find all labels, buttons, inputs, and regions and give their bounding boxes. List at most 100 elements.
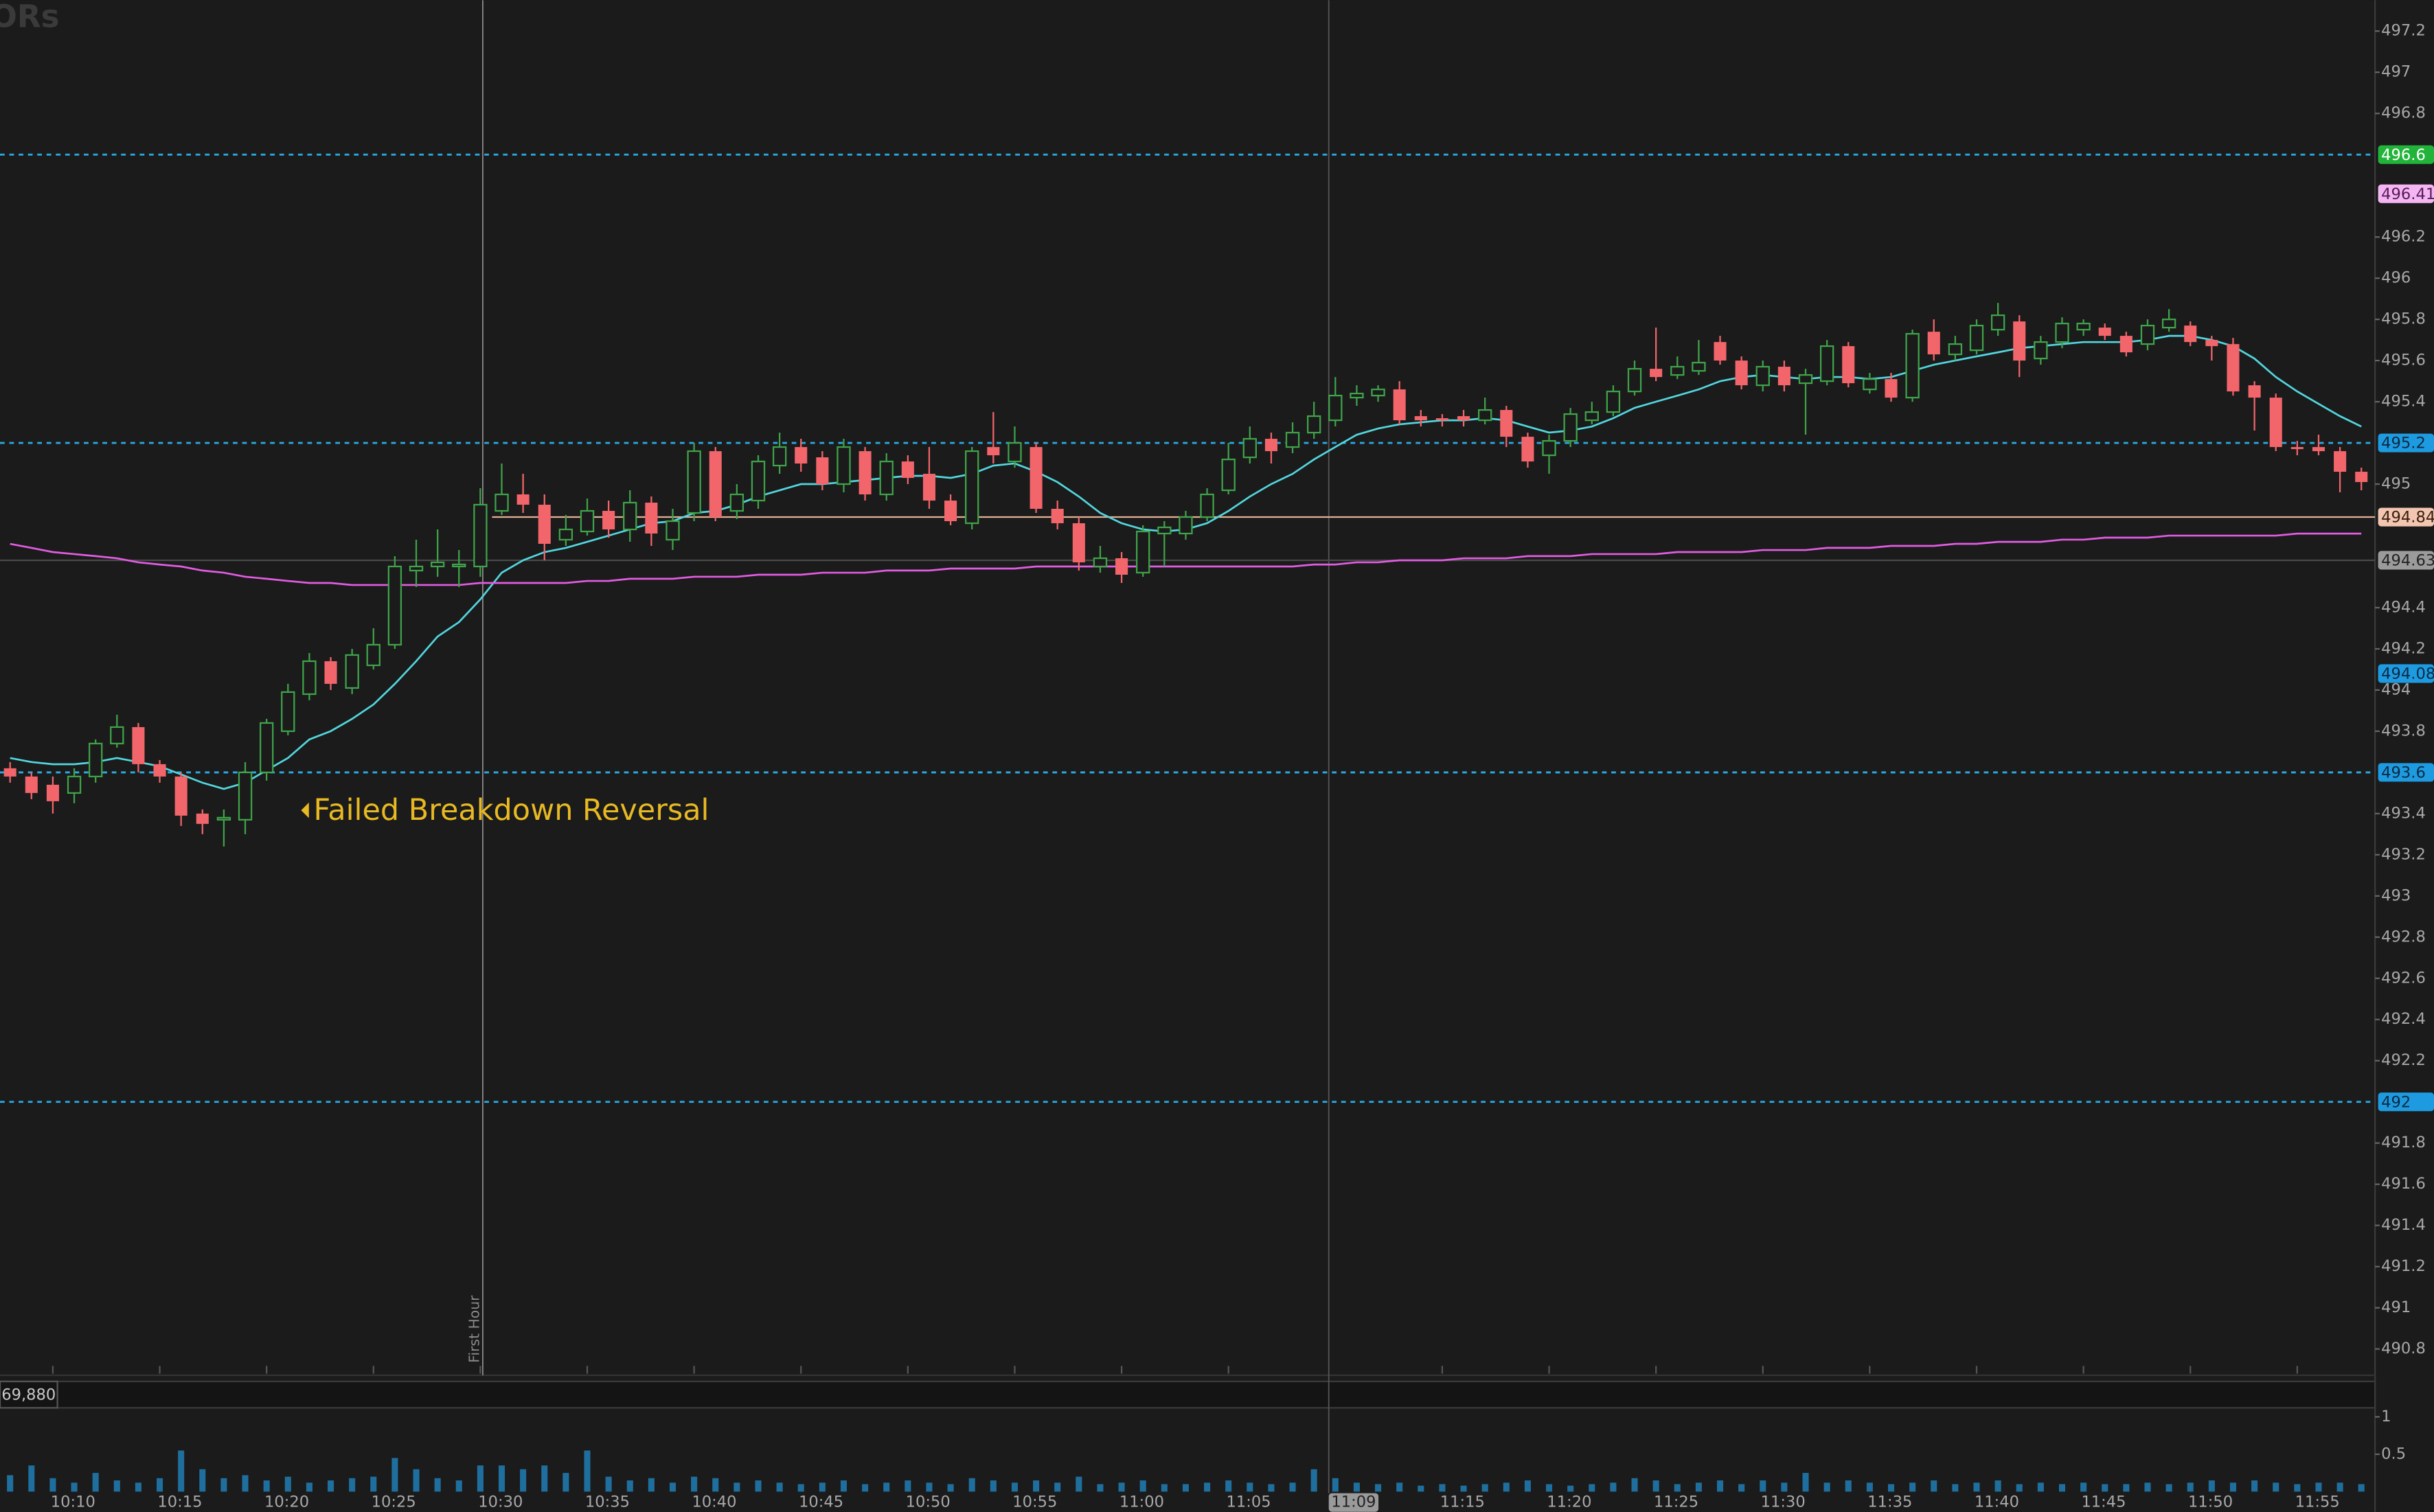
volume-bar (1054, 1482, 1061, 1492)
x-tick-label: 10:30 (478, 1493, 523, 1511)
volume-bar (669, 1482, 676, 1492)
candle-body (387, 565, 402, 646)
candle-body (302, 660, 317, 696)
candle-body (1905, 332, 1920, 399)
candle-body (2227, 344, 2240, 392)
candle-body (366, 643, 380, 667)
y-tick-label: 491.8 (2381, 1134, 2426, 1152)
candle-body (473, 503, 488, 568)
candle-body (623, 501, 637, 531)
volume-bar (1845, 1480, 1852, 1492)
candle-body (1692, 361, 1706, 372)
volume-header-value: 69,880 (1, 1386, 56, 1404)
x-tick-label: 10:50 (906, 1493, 951, 1511)
candle-body (709, 451, 722, 518)
price-badge (2378, 551, 2434, 570)
volume-bar (1781, 1482, 1788, 1492)
volume-bar (1695, 1482, 1702, 1492)
volume-bar (819, 1482, 826, 1492)
y-tick-label: 492.2 (2381, 1051, 2426, 1069)
candle-body (1735, 360, 1748, 386)
candle-body (1307, 415, 1321, 434)
x-tick-label: 11:55 (2295, 1493, 2340, 1511)
volume-bar (541, 1465, 548, 1492)
price-badge-label: 494.84 (2381, 509, 2434, 527)
y-tick-label: 495 (2381, 475, 2411, 493)
volume-bar (49, 1478, 56, 1492)
volume-bar (2294, 1484, 2301, 1492)
y-tick-label: 496.8 (2381, 104, 2426, 122)
price-badge (2378, 763, 2434, 782)
volume-bar (2123, 1484, 2130, 1492)
volume-bar (413, 1469, 420, 1492)
y-tick-label: 494 (2381, 680, 2411, 698)
candle-body (174, 776, 187, 816)
y-tick-label: 494.4 (2381, 598, 2426, 616)
candle-body (1627, 367, 1642, 393)
y-tick-label: 494.2 (2381, 639, 2426, 657)
volume-bar (2102, 1484, 2108, 1492)
candle-body (1521, 437, 1534, 462)
volume-bar (1952, 1484, 1959, 1492)
candle-body (901, 461, 914, 479)
volume-bar (242, 1475, 249, 1492)
candle-body (1777, 367, 1790, 386)
volume-bar (1802, 1473, 1809, 1492)
price-badge (2378, 507, 2434, 527)
volume-bar (626, 1480, 633, 1492)
candle-body (25, 776, 38, 793)
volume-bar (499, 1465, 505, 1492)
price-badge (2378, 1092, 2434, 1112)
volume-bar (370, 1476, 377, 1492)
candle-body (837, 446, 851, 485)
price-badge (2378, 184, 2434, 203)
y-tick-label: 492.8 (2381, 928, 2426, 946)
candle-body (1584, 411, 1599, 422)
volume-bar (391, 1458, 398, 1492)
price-badge-label: 492 (2381, 1093, 2411, 1111)
candle-body (2119, 336, 2132, 353)
candle-body (687, 450, 701, 514)
x-tick-label: 10:10 (51, 1493, 95, 1511)
candle-body (1051, 509, 1064, 524)
candle-body (430, 561, 445, 568)
volume-bar (2273, 1482, 2279, 1492)
y-tick-label: 496 (2381, 269, 2411, 287)
y-tick-label: 491.4 (2381, 1216, 2426, 1234)
candle-body (965, 450, 979, 525)
x-tick-label: 11:00 (1119, 1493, 1164, 1511)
volume-bar (2037, 1482, 2044, 1492)
candle-body (1650, 369, 1663, 378)
candle-body (516, 494, 530, 505)
volume-bar (1418, 1485, 1424, 1492)
volume-bar (691, 1476, 698, 1492)
volume-bar (883, 1482, 890, 1492)
annotation-arrow (301, 802, 309, 818)
volume-bar (1546, 1484, 1553, 1492)
volume-bar (1161, 1484, 1168, 1492)
volume-bar (1909, 1482, 1916, 1492)
x-tick-label: 11:05 (1227, 1493, 1271, 1511)
x-tick-label: 11:35 (1867, 1493, 1912, 1511)
candle-body (2076, 322, 2091, 331)
volume-bar (840, 1480, 848, 1492)
candle-body (666, 520, 680, 541)
candle-body (1179, 516, 1193, 535)
candle-body (772, 446, 787, 467)
volume-bar (71, 1482, 78, 1492)
candle-body (1350, 392, 1364, 399)
volume-bar (2251, 1480, 2258, 1492)
price-badge (2378, 664, 2434, 683)
candle-body (580, 509, 595, 533)
volume-bar (1866, 1482, 1873, 1492)
candle-body (558, 528, 573, 541)
y-tick-label: 493.2 (2381, 845, 2426, 863)
volume-bar (157, 1478, 163, 1492)
y-tick-label: 492.4 (2381, 1010, 2426, 1028)
candle-body (1819, 345, 1834, 382)
candle-body (2013, 321, 2026, 361)
candle-body (1264, 439, 1277, 452)
volume-tick-label: 1 (2381, 1408, 2391, 1425)
volume-bar (1247, 1482, 1253, 1492)
candle-body (2184, 325, 2197, 343)
